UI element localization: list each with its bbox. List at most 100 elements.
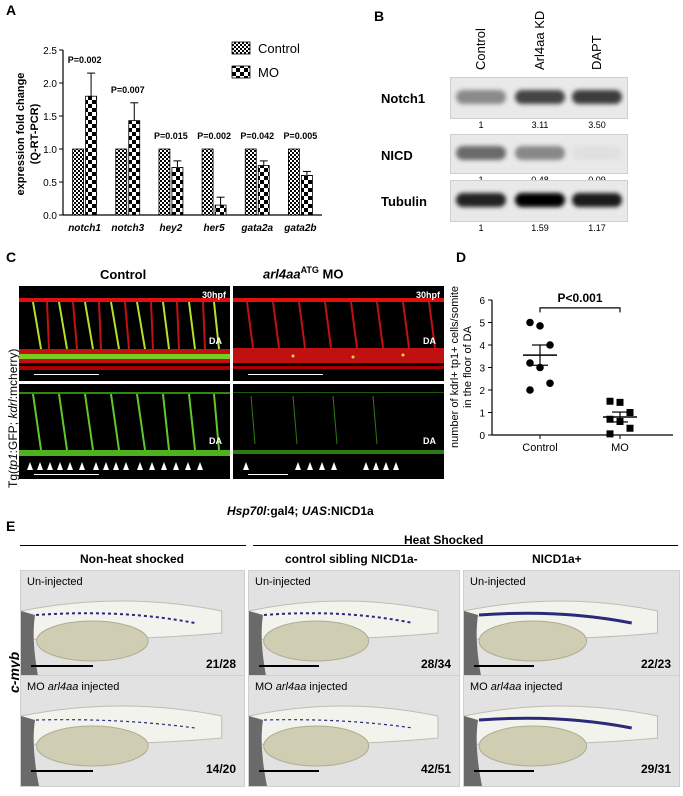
lane-label: Arl4aa KD — [532, 10, 547, 70]
bar — [115, 148, 128, 216]
blot-row-label: NICD — [381, 148, 413, 163]
divider — [20, 545, 246, 546]
p-value-label: P=0.002 — [68, 55, 102, 65]
c-myb-staining — [263, 612, 413, 624]
head — [464, 716, 482, 786]
blot-quant-value: 1.17 — [588, 223, 606, 233]
scale-bar — [34, 474, 99, 475]
bar-chart-a: 0.0 0.5 1.0 1.5 2.0 2.5 expression fold change… — [15, 41, 322, 234]
y-axis-label: number of kdrl+ tp1+ cells/somitein the … — [450, 286, 474, 448]
p-value-label: P=0.015 — [154, 131, 188, 141]
yolk — [263, 725, 370, 767]
blot-band — [456, 193, 506, 207]
head — [249, 716, 267, 786]
head — [21, 611, 39, 681]
injection-label: MO arl4aa injected — [255, 681, 348, 693]
injection-label: MO arl4aa injected — [470, 681, 563, 693]
scale-bar — [474, 770, 534, 772]
embryo-image: MO arl4aa injected 14/20 — [20, 675, 245, 787]
legend-swatch — [231, 41, 251, 55]
y-axis-label-line: expression fold change — [15, 73, 27, 196]
data-point — [606, 397, 614, 405]
micrograph-control-gfp: DA — [19, 384, 230, 479]
scale-bar — [31, 665, 93, 667]
injection-label: Un-injected — [27, 576, 83, 588]
genotype-label: Hsp70l:gal4; UAS:NICD1a — [227, 504, 374, 518]
embryo-image: Un-injected 21/28 — [20, 570, 245, 682]
significance-bracket — [539, 307, 621, 313]
y-tick-label: 0.5 — [43, 178, 57, 189]
category-label: notch3 — [111, 223, 144, 234]
blot-quant-value: 3.11 — [531, 120, 549, 130]
blot-band — [515, 146, 565, 160]
panel-d-label: D — [456, 249, 467, 265]
bar — [288, 148, 300, 216]
p-value-label: P=0.005 — [284, 131, 318, 141]
significance-label: P<0.001 — [557, 291, 602, 305]
embryo-drawing — [249, 705, 439, 786]
bar — [257, 165, 270, 216]
injection-label: Un-injected — [255, 576, 311, 588]
embryo-image: MO arl4aa injected 42/51 — [248, 675, 460, 787]
count-label: 22/23 — [640, 657, 671, 671]
yolk — [36, 620, 149, 662]
y-axis-label-line: number of kdrl+ tp1+ cells/somite — [450, 286, 461, 448]
scale-bar — [474, 665, 534, 667]
blot-band — [456, 146, 506, 160]
yolk — [263, 620, 370, 662]
blot-quant-value: 1.59 — [531, 223, 549, 233]
c-myb-staining — [35, 612, 196, 624]
embryo-image: MO arl4aa injected 29/31 — [463, 675, 680, 787]
col-mo-title: arl4aaATG MO — [263, 265, 344, 282]
category-label: her5 — [204, 223, 226, 234]
heat-shocked-header: Heat Shocked — [404, 533, 484, 547]
legend-swatch — [231, 65, 251, 79]
data-point — [546, 379, 554, 388]
data-point — [626, 409, 634, 416]
data-point — [616, 398, 624, 406]
bar — [158, 148, 171, 216]
data-point — [526, 359, 534, 367]
data-point — [606, 415, 614, 423]
y-tick-label: 1 — [479, 409, 485, 420]
panel-c-row-label: Tg(tp1:GFP; kdrl:mcherry) — [6, 348, 20, 488]
y-tick-label: 0.0 — [43, 211, 57, 222]
da-label: DA — [423, 436, 436, 446]
col-nicd1a-plus: NICD1a+ — [532, 552, 582, 566]
blot-quant-value: 1 — [478, 223, 484, 233]
category-label: MO — [611, 442, 629, 454]
c-myb-staining — [263, 719, 413, 729]
y-tick-label: 2.5 — [43, 46, 57, 57]
col-non-heat-shocked: Non-heat shocked — [80, 552, 185, 566]
divider — [253, 545, 678, 546]
scatter-chart-d: 0 1 2 3 4 5 6 number of kdrl+ tp1+ cells/somite… — [450, 286, 673, 454]
da-label: DA — [423, 336, 436, 346]
data-point — [536, 322, 544, 330]
panel-a-label: A — [6, 2, 17, 18]
y-tick-label: 1.0 — [43, 145, 57, 156]
p-value-label: P=0.007 — [111, 85, 145, 95]
legend-label: MO — [258, 65, 279, 80]
blot-band — [456, 90, 506, 104]
micrograph-mo-gfp: DA — [233, 384, 444, 479]
injection-label: MO arl4aa injected — [27, 681, 120, 693]
category-label: Control — [522, 442, 557, 454]
da-label: DA — [209, 336, 222, 346]
blot-band — [572, 90, 622, 104]
embryo-drawing — [464, 705, 658, 786]
blot-quant-value: 1 — [478, 120, 484, 130]
category-label: gata2b — [283, 223, 316, 234]
panel-c-label: C — [6, 249, 17, 265]
y-axis-label-line: (Q-RT-PCR) — [29, 103, 41, 164]
y-tick-label: 1.5 — [43, 112, 57, 123]
panel-e-label: E — [6, 518, 16, 534]
blot-band — [572, 193, 622, 207]
y-axis-label: expression fold change (Q-RT-PCR) — [15, 73, 41, 196]
embryo-image: Un-injected 22/23 — [463, 570, 680, 682]
blot-band — [572, 146, 622, 160]
y-tick-label: 5 — [479, 319, 485, 330]
c-myb-staining — [478, 716, 632, 730]
bar — [301, 174, 313, 216]
data-point — [626, 424, 634, 432]
col-control-sibling: control sibling NICD1a- — [285, 552, 418, 566]
